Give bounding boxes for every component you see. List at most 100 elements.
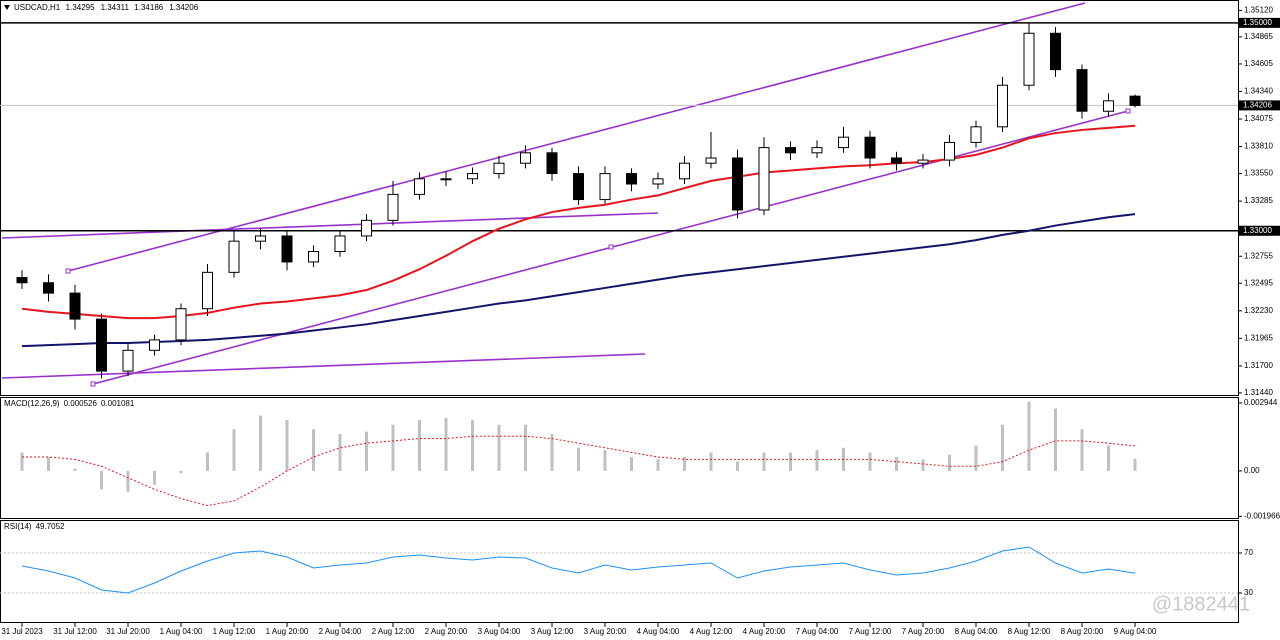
candle-body xyxy=(679,162,690,180)
indicator-line xyxy=(21,213,1136,348)
candle-body xyxy=(334,235,346,253)
y-tick-label: 1.34075 xyxy=(1244,114,1273,123)
rsi-title: RSI(14) xyxy=(4,522,32,531)
y-tick-label: 1.35120 xyxy=(1244,6,1273,15)
y-tick-label: 1.31440 xyxy=(1244,388,1273,397)
candle-body xyxy=(1103,100,1114,112)
rsi-frame xyxy=(0,520,1239,623)
candle-body xyxy=(652,178,664,185)
x-tick-label: 8 Aug 04:00 xyxy=(955,627,998,636)
candle-body xyxy=(43,282,54,294)
x-tick-label: 9 Aug 04:00 xyxy=(1114,627,1157,636)
x-tick-label: 7 Aug 20:00 xyxy=(902,627,945,636)
y-tick-label: 1.33285 xyxy=(1244,196,1273,205)
x-tick-label: 4 Aug 12:00 xyxy=(690,627,733,636)
y-tick-label: 1.32495 xyxy=(1244,278,1273,287)
candle-body xyxy=(228,240,240,273)
channel-upper xyxy=(67,2,1086,272)
candle-body xyxy=(573,173,584,201)
x-tick-label: 3 Aug 12:00 xyxy=(531,627,574,636)
candle-body xyxy=(891,157,902,164)
x-tick-label: 31 Jul 20:00 xyxy=(106,627,150,636)
ohlc-value: 1.34186 xyxy=(134,3,163,12)
x-tick-label: 8 Aug 12:00 xyxy=(1008,627,1051,636)
y-tick-label: 70 xyxy=(1244,548,1253,557)
candle-body xyxy=(758,147,770,211)
symbol-info: USDCAD,H1 1.34295 1.34311 1.34186 1.34206 xyxy=(14,3,199,12)
x-tick-label: 3 Aug 04:00 xyxy=(478,627,521,636)
candle-body xyxy=(69,292,81,320)
price-level-label: 1.35000 xyxy=(1243,18,1272,27)
watermark: @1882441 xyxy=(1152,593,1250,615)
indicator-line xyxy=(21,546,1136,594)
y-tick-label: 30 xyxy=(1244,588,1253,597)
channel-drawings xyxy=(1,2,1131,387)
indicator-line xyxy=(22,435,1136,507)
candle-body xyxy=(1129,95,1141,106)
candle-body xyxy=(732,157,743,211)
title: USDCAD,H1 xyxy=(14,3,61,12)
y-tick-label: 1.32755 xyxy=(1244,251,1273,260)
y-tick-label: 0.002944 xyxy=(1244,398,1278,407)
x-tick-label: 4 Aug 20:00 xyxy=(743,627,786,636)
ohlc-value: 1.34311 xyxy=(101,3,130,12)
candle-body xyxy=(970,126,982,143)
y-tick-label: 1.33810 xyxy=(1244,142,1273,151)
y-tick-label: -0.001966 xyxy=(1244,511,1280,520)
x-tick-label: 1 Aug 12:00 xyxy=(213,627,256,636)
price-level-box xyxy=(1239,225,1280,236)
candle-body xyxy=(149,339,160,351)
candle-body xyxy=(281,235,293,263)
candle-body xyxy=(785,147,796,154)
candle-body xyxy=(1076,69,1088,112)
anchor xyxy=(90,381,96,387)
macd-value: 0.000526 xyxy=(64,399,98,408)
x-tick-label: 1 Aug 04:00 xyxy=(160,627,203,636)
x-tick-label: 1 Aug 20:00 xyxy=(266,627,309,636)
candle-body xyxy=(467,173,478,180)
anchor xyxy=(608,244,614,250)
rsi-value: 49.7052 xyxy=(36,522,65,531)
x-tick-label: 3 Aug 20:00 xyxy=(584,627,627,636)
candle-body xyxy=(122,349,134,372)
anchor xyxy=(65,268,71,274)
x-tick-label: 2 Aug 12:00 xyxy=(372,627,415,636)
x-tick-label: 31 Jul 2023 xyxy=(1,627,43,636)
price-level-box xyxy=(1239,17,1280,28)
ohlc-value: 1.34206 xyxy=(169,3,198,12)
macd-value: 0.001081 xyxy=(101,399,135,408)
candle-body xyxy=(1050,32,1061,71)
candle-body xyxy=(96,318,107,372)
main-frame xyxy=(0,0,1239,396)
candle-body xyxy=(520,152,531,164)
macd-info: MACD(12,26,9) 0.000526 0.001081 xyxy=(4,399,135,408)
candle-body xyxy=(414,178,425,195)
price-level-label: 1.33000 xyxy=(1243,226,1272,235)
y-tick-label: 1.31700 xyxy=(1244,361,1273,370)
macd-title: MACD(12,26,9) xyxy=(4,399,60,408)
candle-body xyxy=(917,159,929,164)
candle-body xyxy=(440,178,452,181)
candle-body xyxy=(944,141,955,161)
y-tick-label: 1.32230 xyxy=(1244,306,1273,315)
candle-body xyxy=(175,308,187,341)
frames xyxy=(0,0,1239,623)
candle-body xyxy=(626,173,637,185)
current-price-label: 1.34206 xyxy=(1243,101,1272,110)
candle-body xyxy=(308,251,319,263)
header-arrow xyxy=(4,5,10,10)
y-tick-label: 1.34340 xyxy=(1244,87,1273,96)
y-tick-label: 0.00 xyxy=(1244,466,1260,475)
candle-body xyxy=(599,173,611,201)
y-tick-label: 1.34605 xyxy=(1244,59,1273,68)
macd-frame xyxy=(0,397,1239,519)
x-tick-label: 4 Aug 04:00 xyxy=(637,627,680,636)
x-tick-label: 2 Aug 04:00 xyxy=(319,627,362,636)
rsi-info: RSI(14) 49.7052 xyxy=(4,522,65,531)
candle-body xyxy=(361,219,372,237)
ohlc-value: 1.34295 xyxy=(66,3,95,12)
y-tick-label: 1.31965 xyxy=(1244,333,1273,342)
x-tick-label: 31 Jul 12:00 xyxy=(53,627,97,636)
candle-body xyxy=(255,235,266,242)
